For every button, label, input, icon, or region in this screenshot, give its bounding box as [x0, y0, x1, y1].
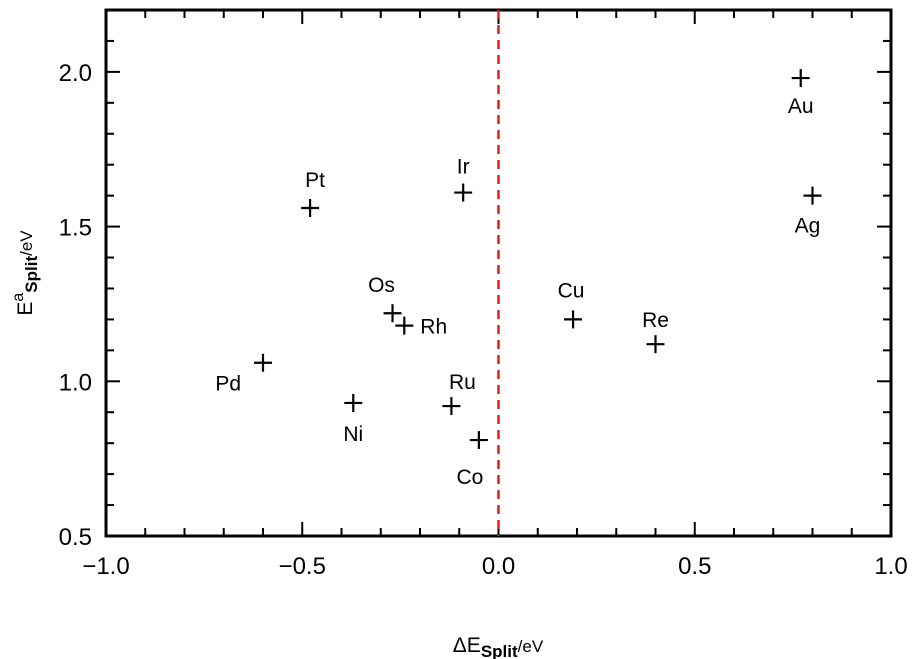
data-point-rh: Rh — [395, 316, 447, 339]
point-label: Co — [456, 466, 483, 489]
data-points: Au Ag Pt Ir Os Rh Cu Re Pd Ni Ru Co — [215, 69, 822, 489]
data-point-ni: Ni — [343, 393, 363, 446]
axis-tick-labels: −1.0 −0.5 0.0 0.5 1.0 0.5 1.0 1.5 2.0 — [59, 60, 908, 580]
data-point-os: Os — [368, 274, 402, 323]
data-point-au: Au — [788, 69, 814, 118]
y-axis-title: EaSplit/eV — [10, 230, 41, 316]
point-label: Os — [368, 274, 395, 297]
x-tick-label: 0.0 — [482, 553, 515, 580]
point-label: Ag — [795, 215, 821, 238]
point-label: Ni — [343, 423, 363, 446]
data-point-co: Co — [456, 431, 488, 489]
point-label: Ir — [457, 156, 470, 179]
y-tick-label: 2.0 — [59, 60, 92, 87]
data-point-re: Re — [642, 309, 669, 354]
point-label: Rh — [420, 316, 447, 339]
x-tick-label: −1.0 — [82, 553, 129, 580]
y-tick-label: 1.5 — [59, 215, 92, 242]
y-tick-label: 0.5 — [59, 524, 92, 551]
data-point-pd: Pd — [215, 353, 272, 396]
point-label: Pt — [305, 169, 325, 192]
point-label: Au — [788, 95, 814, 118]
y-tick-label: 1.0 — [59, 369, 92, 396]
x-tick-label: 1.0 — [874, 553, 907, 580]
x-axis-title: ΔESplit/eV — [453, 634, 544, 659]
x-tick-label: 0.5 — [678, 553, 711, 580]
data-point-pt: Pt — [301, 169, 325, 218]
point-label: Ru — [449, 371, 476, 394]
point-label: Re — [642, 309, 669, 332]
data-point-ir: Ir — [454, 156, 473, 202]
data-point-ru: Ru — [442, 371, 476, 416]
point-label: Pd — [215, 373, 241, 396]
data-point-cu: Cu — [558, 279, 585, 329]
data-point-ag: Ag — [795, 186, 822, 238]
x-tick-label: −0.5 — [279, 553, 326, 580]
point-label: Cu — [558, 279, 585, 302]
